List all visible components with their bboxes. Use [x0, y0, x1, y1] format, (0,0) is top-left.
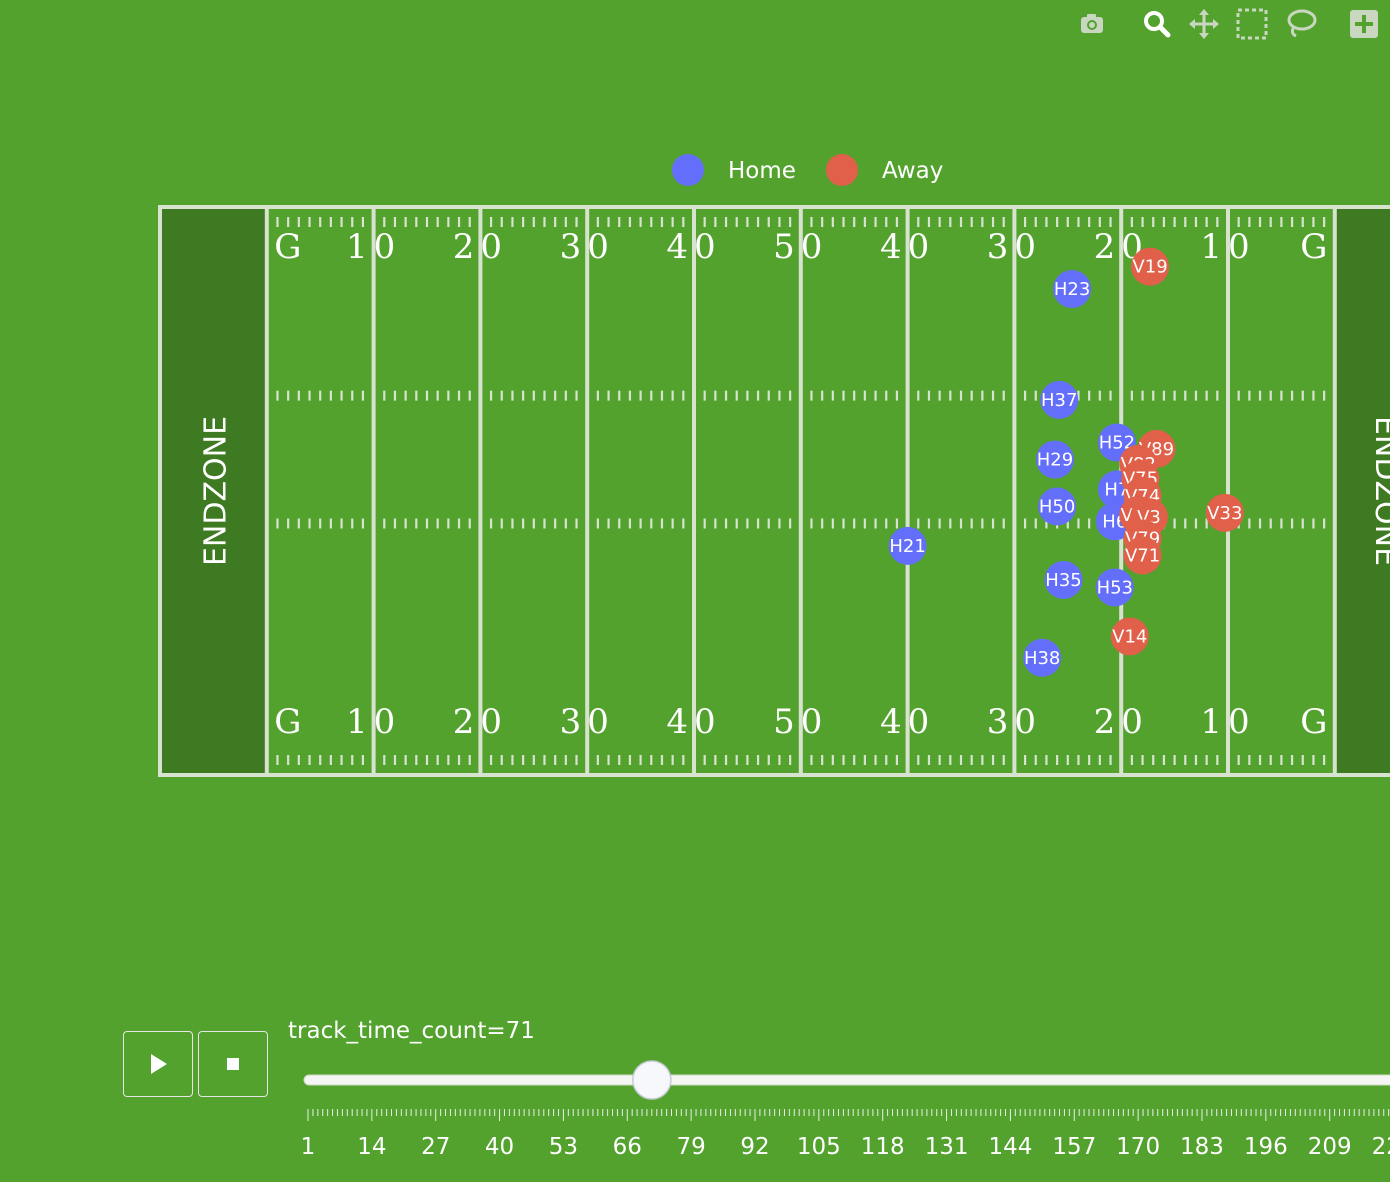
yard-number: G: [1300, 227, 1327, 267]
animation-controls: track_time_count=71 1 14 27 40 53 66 79 92 105 11…: [0, 1000, 1390, 1182]
player-markers: H23H37H52H29H7H50H6H21H35H53H38V19V89V82…: [888, 247, 1244, 677]
legend-marker-home: [672, 154, 704, 186]
zoom-in-icon[interactable]: [1346, 6, 1382, 42]
yard-number: 30: [987, 702, 1042, 742]
stop-icon: [227, 1058, 239, 1070]
slider-tick-label: 40: [485, 1134, 514, 1160]
player-label-h50: H50: [1039, 496, 1075, 517]
slider-track: [303, 1074, 1390, 1086]
slider-tick-label: 131: [925, 1134, 969, 1160]
player-marker-h21: [888, 526, 927, 565]
slider-tick-label: 79: [676, 1134, 705, 1160]
slider-tick-label: 170: [1116, 1134, 1160, 1160]
slider-tick-label: 66: [613, 1134, 642, 1160]
slider-tick-label: 53: [549, 1134, 578, 1160]
yard-number: 20: [1094, 702, 1149, 742]
yard-number: 50: [773, 702, 828, 742]
yard-number: 20: [453, 702, 508, 742]
pan-icon[interactable]: [1186, 6, 1222, 42]
slider-tick-label: 105: [797, 1134, 841, 1160]
yard-number: 40: [666, 702, 721, 742]
play-icon: [151, 1054, 167, 1074]
endzone-label-right: ENDZONE: [1368, 416, 1390, 566]
slider-current-value: track_time_count=71: [288, 1018, 535, 1044]
player-marker-v71: [1123, 536, 1162, 575]
yard-number: 30: [560, 227, 615, 267]
yard-number: 50: [773, 227, 828, 267]
football-field: ENDZONE ENDZONE G G 10 10 20 20 30 30 40 40 50 50 40 40…: [158, 205, 1390, 777]
endzone-right: [1334, 209, 1390, 773]
yard-number: G: [1300, 702, 1327, 742]
player-label-v19: V19: [1132, 257, 1167, 278]
slider-tick-label: 27: [421, 1134, 450, 1160]
slider-tick-label: 118: [861, 1134, 905, 1160]
yard-number: 40: [666, 227, 721, 267]
yard-number: 40: [880, 227, 935, 267]
player-label-h37: H37: [1041, 390, 1077, 411]
player-marker-h50: [1038, 487, 1077, 526]
player-label-h38: H38: [1024, 648, 1060, 669]
field-chart[interactable]: Home Away ENDZONE ENDZONE G G 10 10 20 20 30 30 40 4…: [0, 0, 1390, 1000]
lasso-select-icon[interactable]: [1282, 6, 1318, 42]
box-select-icon[interactable]: [1234, 6, 1270, 42]
player-marker-v19: [1131, 247, 1170, 286]
camera-icon[interactable]: [1074, 6, 1110, 42]
player-marker-h37: [1040, 380, 1079, 419]
player-label-h52: H52: [1099, 433, 1135, 454]
legend-label-home: Home: [728, 158, 796, 184]
yard-number: 30: [987, 227, 1042, 267]
stop-button[interactable]: [198, 1031, 268, 1097]
player-label-v33: V33: [1207, 503, 1242, 524]
slider-tick-label: 144: [988, 1134, 1032, 1160]
slider-tick-label: 1: [301, 1134, 316, 1160]
field-outline: [158, 205, 1390, 777]
modebar: [1068, 6, 1390, 42]
yard-number: G: [274, 702, 301, 742]
slider-tick-label: 209: [1308, 1134, 1352, 1160]
player-marker-h53: [1095, 568, 1134, 607]
player-marker-h35: [1044, 560, 1083, 599]
player-label-h29: H29: [1037, 450, 1073, 471]
slider-tick-label: 222: [1372, 1134, 1390, 1160]
yard-number: 20: [453, 227, 508, 267]
player-label-h21: H21: [889, 536, 925, 557]
yard-number: 40: [880, 702, 935, 742]
player-label-h23: H23: [1054, 279, 1090, 300]
player-marker-h23: [1053, 270, 1092, 309]
player-marker-v14: [1110, 617, 1149, 656]
slider-tick-label: 92: [740, 1134, 769, 1160]
slider-tick-label: 196: [1244, 1134, 1288, 1160]
endzone-left: [162, 209, 267, 773]
slider-tick-label: 14: [357, 1134, 386, 1160]
slider-handle[interactable]: [632, 1060, 672, 1100]
yard-number: 10: [346, 227, 401, 267]
play-button[interactable]: [123, 1031, 193, 1097]
legend: Home Away: [672, 154, 943, 186]
player-label-h35: H35: [1045, 570, 1081, 591]
endzone-label-left: ENDZONE: [198, 416, 233, 566]
slider-tick-label: 157: [1052, 1134, 1096, 1160]
player-label-v14: V14: [1112, 626, 1147, 647]
player-marker-h38: [1023, 638, 1062, 677]
zoom-icon[interactable]: [1138, 6, 1174, 42]
player-label-v71: V71: [1125, 545, 1160, 566]
yard-number: 10: [346, 702, 401, 742]
time-slider[interactable]: 1 14 27 40 53 66 79 92 105 118 131 144 157 170 183 196 2…: [0, 1050, 1390, 1182]
player-marker-h29: [1035, 440, 1074, 479]
slider-tick-label: 183: [1180, 1134, 1224, 1160]
legend-label-away: Away: [882, 158, 943, 184]
player-marker-v33: [1205, 493, 1244, 532]
legend-marker-away: [826, 154, 858, 186]
yard-number: 10: [1200, 227, 1255, 267]
yard-number: 30: [560, 702, 615, 742]
yard-number: G: [274, 227, 301, 267]
player-label-h53: H53: [1097, 577, 1133, 598]
yard-number: 10: [1200, 702, 1255, 742]
